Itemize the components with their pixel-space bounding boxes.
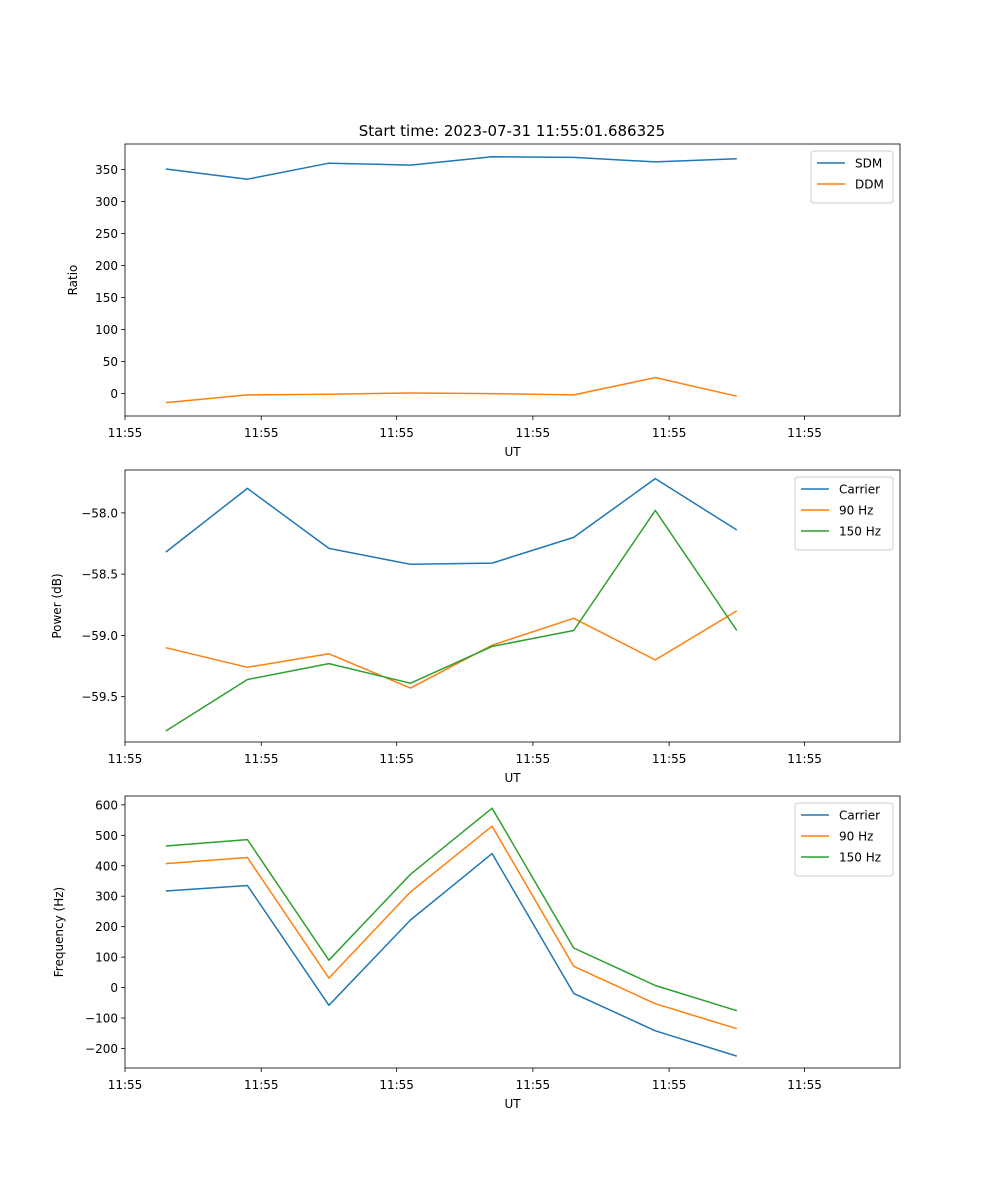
x-tick-label: 11:55: [379, 752, 414, 766]
x-tick-label: 11:55: [787, 426, 822, 440]
series-line-90-hz: [165, 610, 738, 689]
y-tick-label: −58.0: [81, 506, 118, 520]
y-tick-label: 300: [95, 890, 118, 904]
x-tick-label: 11:55: [244, 752, 279, 766]
y-tick-label: −100: [85, 1012, 118, 1026]
subplots: 11:55 11:55 11:55 11:55 11:55 11:55 0 50 100 150 2…: [50, 143, 901, 1111]
y-axis-label: Frequency (Hz): [52, 887, 66, 978]
series-line-150-hz: [165, 807, 738, 1012]
x-axis-label: UT: [504, 445, 521, 459]
subplot-1: 11:55 11:55 11:55 11:55 11:55 11:55 0 50 100 150 2…: [66, 143, 901, 459]
x-tick-label: 11:55: [652, 426, 687, 440]
y-tick-label: 150: [95, 291, 118, 305]
x-tick-label: 11:55: [108, 1078, 143, 1092]
x-axis-label: UT: [504, 1097, 521, 1111]
x-tick-label: 11:55: [516, 752, 551, 766]
y-tick-label: −59.5: [81, 690, 118, 704]
axes-frame: [124, 795, 901, 1069]
y-tick-label: 300: [95, 195, 118, 209]
legend: Carrier 90 Hz 150 Hz: [794, 476, 894, 551]
x-tick-label: 11:55: [516, 426, 551, 440]
x-tick-label: 11:55: [652, 1078, 687, 1092]
y-tick-label: 50: [103, 355, 118, 369]
series-line-carrier: [165, 477, 738, 566]
x-tick-label: 11:55: [108, 426, 143, 440]
figure-title: Start time: 2023-07-31 11:55:01.686325: [359, 122, 665, 140]
y-tick-label: 600: [95, 798, 118, 812]
legend: SDM DDM: [810, 150, 894, 204]
legend-label: Carrier: [839, 809, 880, 823]
y-tick-label: 350: [95, 163, 118, 177]
x-axis-label: UT: [504, 771, 521, 785]
y-tick-label: 0: [110, 387, 118, 401]
x-tick-label: 11:55: [379, 1078, 414, 1092]
x-tick-label: 11:55: [379, 426, 414, 440]
y-tick-label: 200: [95, 920, 118, 934]
x-tick-label: 11:55: [108, 752, 143, 766]
x-tick-label: 11:55: [244, 1078, 279, 1092]
x-tick-label: 11:55: [787, 1078, 822, 1092]
legend-label: 150 Hz: [839, 851, 881, 865]
x-tick-label: 11:55: [787, 752, 822, 766]
y-tick-label: −58.5: [81, 568, 118, 582]
x-tick-label: 11:55: [652, 752, 687, 766]
legend-label: Carrier: [839, 483, 880, 497]
legend-label: DDM: [855, 178, 884, 192]
series-line-sdm: [165, 156, 737, 180]
y-tick-label: 500: [95, 829, 118, 843]
y-tick-label: 250: [95, 227, 118, 241]
legend-label: 90 Hz: [839, 830, 873, 844]
legend-box: [810, 150, 894, 204]
x-tick-label: 11:55: [516, 1078, 551, 1092]
y-tick-label: 200: [95, 259, 118, 273]
y-tick-label: −59.0: [81, 629, 118, 643]
legend-label: 150 Hz: [839, 525, 881, 539]
legend: Carrier 90 Hz 150 Hz: [794, 802, 894, 877]
y-axis-label: Power (dB): [50, 573, 64, 638]
y-tick-label: 100: [95, 951, 118, 965]
subplot-2: 11:55 11:55 11:55 11:55 11:55 11:55 −59.5 −59.0…: [50, 469, 901, 785]
axes-frame: [124, 469, 901, 743]
x-tick-label: 11:55: [244, 426, 279, 440]
y-tick-label: 0: [110, 981, 118, 995]
series-line-carrier: [165, 852, 738, 1057]
y-tick-label: 100: [95, 323, 118, 337]
legend-label: 90 Hz: [839, 504, 873, 518]
series-line-ddm: [165, 376, 737, 404]
y-tick-label: 400: [95, 859, 118, 873]
series-line-90-hz: [165, 825, 738, 1030]
y-axis-label: Ratio: [66, 265, 80, 296]
subplot-3: 11:55 11:55 11:55 11:55 11:55 11:55 −200 −100 0 1…: [52, 795, 901, 1111]
series-line-150-hz: [165, 509, 738, 732]
y-tick-label: −200: [85, 1042, 118, 1056]
axes-frame: [124, 143, 901, 417]
legend-label: SDM: [855, 157, 882, 171]
